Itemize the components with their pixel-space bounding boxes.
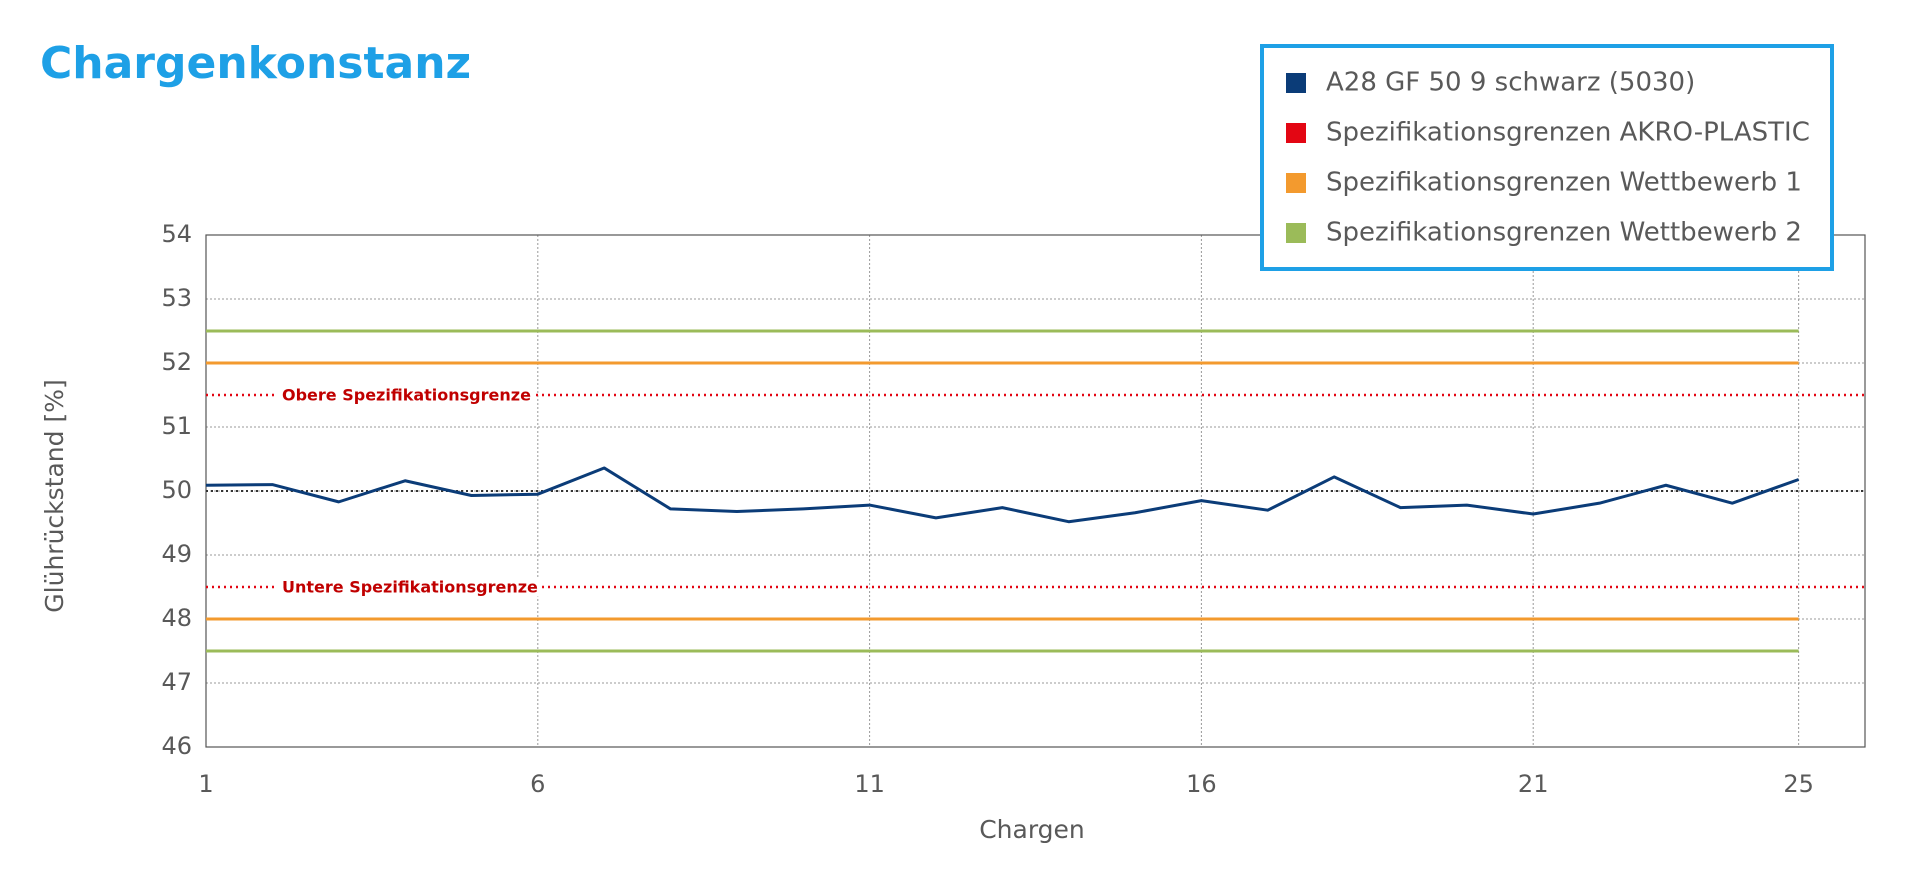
y-tick-label: 53 [161, 284, 192, 312]
y-tick-label: 49 [161, 540, 192, 568]
x-axis-label: Chargen [979, 815, 1085, 844]
data-line [205, 466, 1800, 524]
annotation: Obere Spezifikationsgrenze [282, 386, 531, 405]
y-tick-label: 46 [161, 732, 192, 760]
legend-swatch [1286, 223, 1306, 243]
x-tick-label: 6 [530, 770, 545, 798]
x-tick-label: 1 [198, 770, 213, 798]
y-axis-label: Glührückstand [%] [40, 379, 69, 612]
legend-label: Spezifikationsgrenzen AKRO-PLASTIC [1326, 118, 1810, 148]
legend-label: Spezifikationsgrenzen Wettbewerb 1 [1326, 168, 1802, 198]
x-tick-label: 25 [1783, 770, 1814, 798]
annotation-bg [278, 577, 543, 597]
y-tick-label: 51 [161, 412, 192, 440]
y-tick-label: 50 [161, 476, 192, 504]
legend-box [1260, 44, 1834, 271]
legend-label: Spezifikationsgrenzen Wettbewerb 2 [1326, 218, 1802, 248]
legend-swatch [1286, 173, 1306, 193]
x-tick-label: 16 [1186, 770, 1217, 798]
x-tick-label: 21 [1518, 770, 1549, 798]
legend-swatch [1286, 73, 1306, 93]
annotation-bg [278, 385, 536, 405]
annotation: Untere Spezifikationsgrenze [282, 578, 538, 597]
y-tick-label: 54 [161, 220, 192, 248]
legend-swatch [1286, 123, 1306, 143]
y-tick-label: 48 [161, 604, 192, 632]
legend-label: A28 GF 50 9 schwarz (5030) [1326, 68, 1695, 98]
y-tick-label: 52 [161, 348, 192, 376]
legend: A28 GF 50 9 schwarz (5030) Spezifikations… [1260, 44, 1834, 271]
y-tick-label: 47 [161, 668, 192, 696]
chart-title: Chargenkonstanz [40, 38, 471, 89]
x-tick-label: 11 [854, 770, 885, 798]
